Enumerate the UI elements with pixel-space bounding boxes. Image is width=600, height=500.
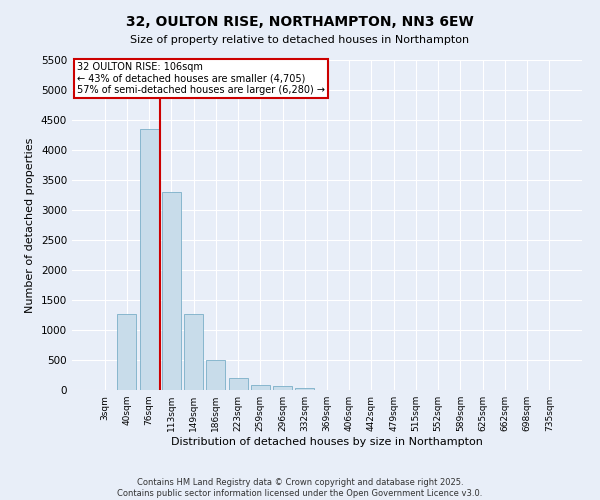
Bar [140,129,158,390]
Bar [295,388,314,390]
Bar [118,314,136,390]
Text: 32 OULTON RISE: 106sqm
← 43% of detached houses are smaller (4,705)
57% of semi-: 32 OULTON RISE: 106sqm ← 43% of detached… [77,62,325,95]
Bar [251,385,270,390]
Bar [162,192,181,390]
Y-axis label: Number of detached properties: Number of detached properties [25,138,35,312]
Text: Size of property relative to detached houses in Northampton: Size of property relative to detached ho… [130,35,470,45]
X-axis label: Distribution of detached houses by size in Northampton: Distribution of detached houses by size … [171,437,483,447]
Bar [229,378,248,390]
Bar [184,314,203,390]
Text: Contains HM Land Registry data © Crown copyright and database right 2025.
Contai: Contains HM Land Registry data © Crown c… [118,478,482,498]
Text: 32, OULTON RISE, NORTHAMPTON, NN3 6EW: 32, OULTON RISE, NORTHAMPTON, NN3 6EW [126,15,474,29]
Bar [206,360,225,390]
Bar [273,386,292,390]
